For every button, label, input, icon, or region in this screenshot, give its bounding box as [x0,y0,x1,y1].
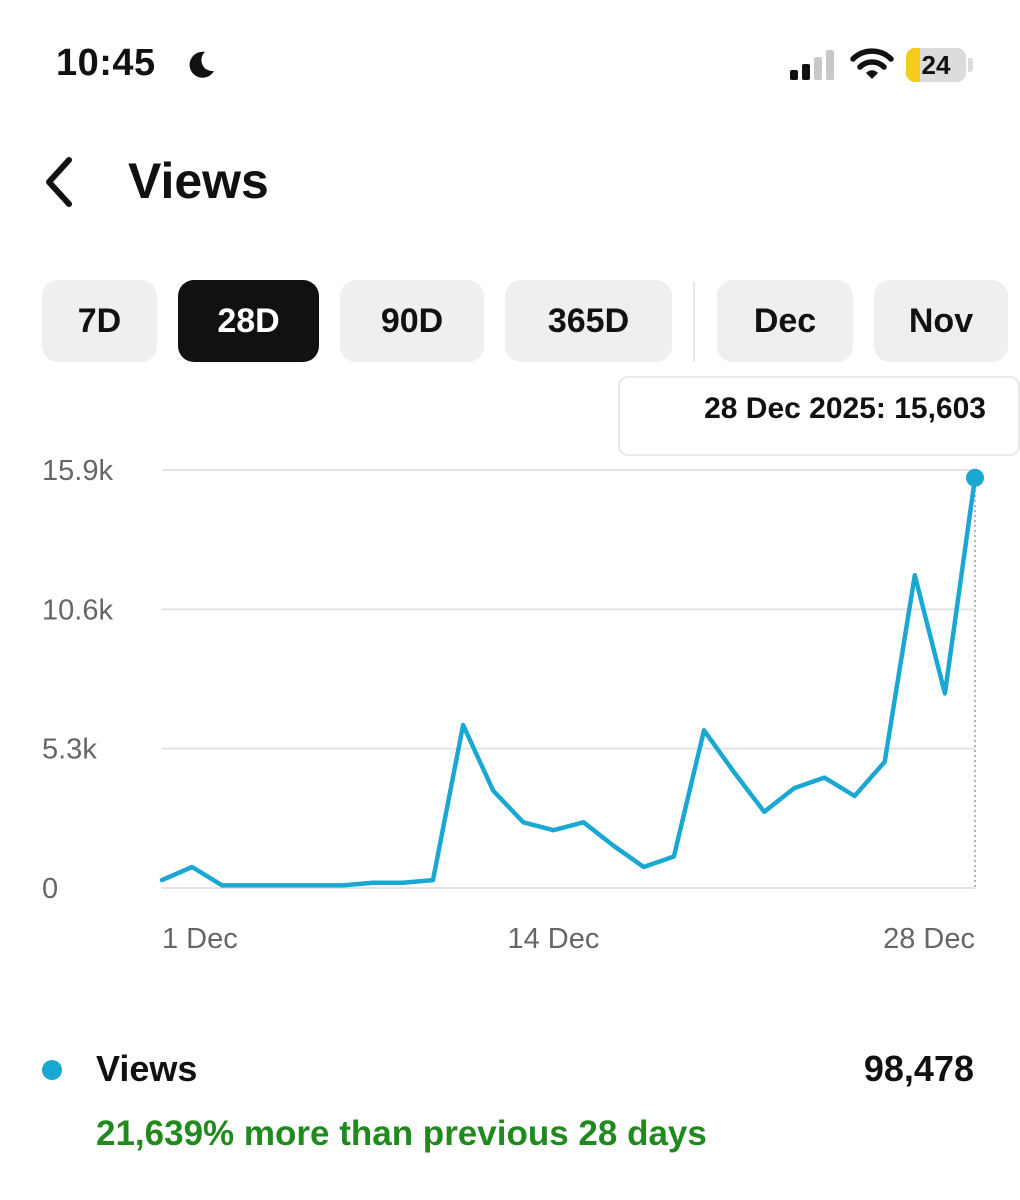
battery-tip [968,58,973,72]
tab-dec[interactable]: Dec [717,280,853,362]
back-button[interactable] [36,150,86,214]
y-tick-label: 15.9k [42,455,113,487]
tab-nov[interactable]: Nov [874,280,1008,362]
x-tick-label: 28 Dec [883,923,975,955]
range-tabs: 7D 28D 90D 365D Dec Nov [0,280,1020,364]
legend-label: Views [96,1048,198,1089]
battery-fill [906,48,921,82]
legend-dot [42,1060,62,1080]
battery-level: 24 [921,50,951,80]
chart-tooltip: 28 Dec 2025: 15,603 [618,376,1020,456]
x-tick-label: 1 Dec [162,923,238,955]
views-line-chart[interactable]: 0 5.3k 10.6k 15.9k 1 Dec 14 Dec 28 Dec [0,440,1020,970]
cellular-signal-icon [790,50,834,80]
tab-7d[interactable]: 7D [42,280,157,362]
views-total: 98,478 [863,1048,974,1089]
moon-icon [189,51,214,78]
tab-28d[interactable]: 28D [178,280,319,362]
tab-365d[interactable]: 365D [505,280,672,362]
tooltip-text: 28 Dec 2025: 15,603 [704,392,986,425]
views-series-line [159,475,978,888]
highlight-point [966,468,984,487]
y-tick-label: 10.6k [42,594,113,626]
y-tick-label: 0 [42,873,58,905]
page-title: Views [128,153,269,209]
comparison-text: 21,639% more than previous 28 days [96,1114,707,1153]
status-bar: 10:45 24 [0,0,1020,130]
x-tick-label: 14 Dec [507,923,599,955]
battery-indicator: 24 [906,48,966,82]
wifi-icon [850,48,894,79]
tab-90d[interactable]: 90D [340,280,484,362]
y-tick-label: 5.3k [42,734,97,766]
tab-divider [693,282,695,362]
status-time: 10:45 [56,42,156,84]
